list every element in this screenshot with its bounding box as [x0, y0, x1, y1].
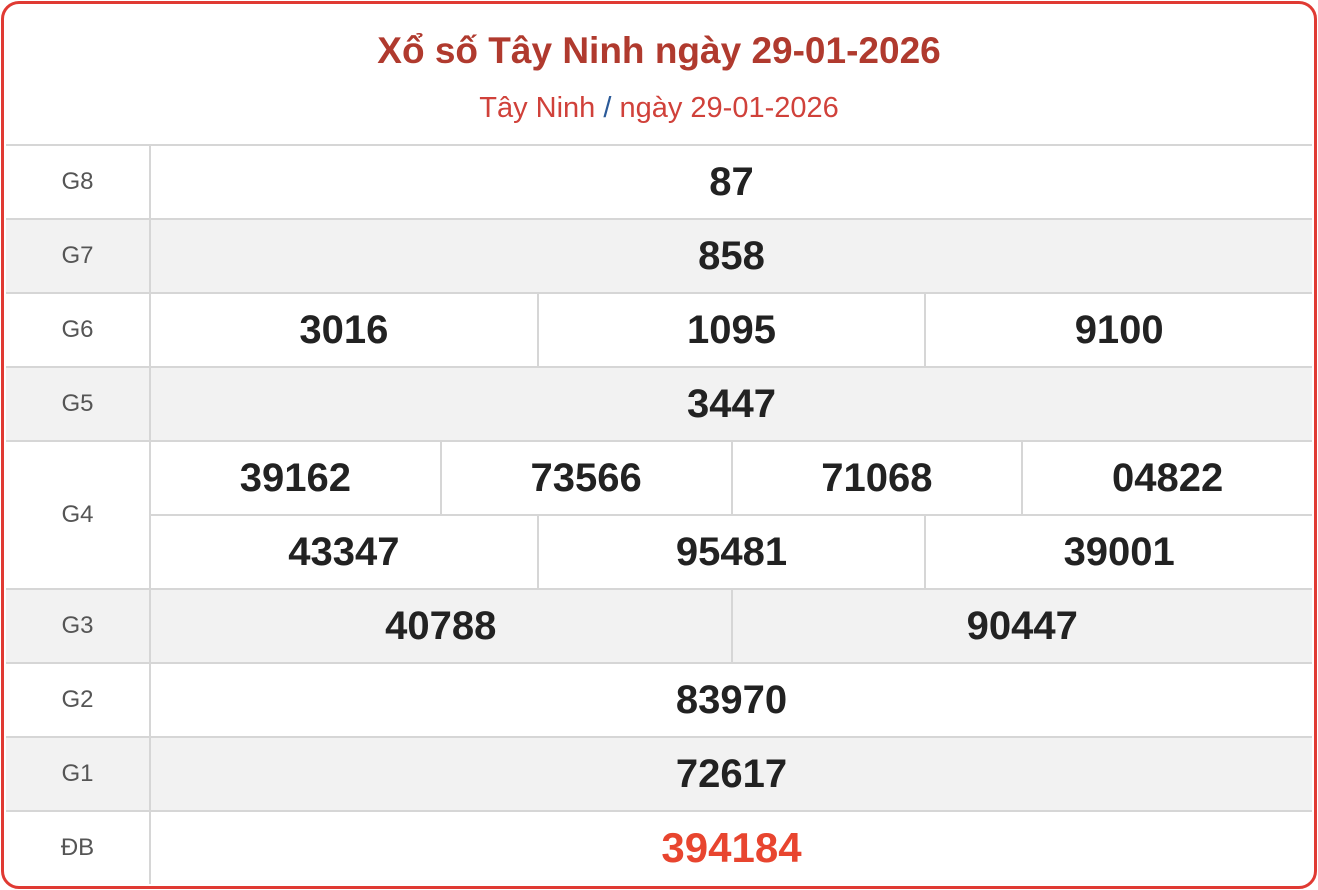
- prize-line: 858: [151, 220, 1312, 292]
- prize-label: G4: [6, 442, 151, 588]
- prize-number: 39001: [924, 516, 1312, 588]
- prize-number: 858: [698, 233, 765, 278]
- prize-label: G3: [6, 590, 151, 662]
- prize-row-g4: G4 39162 73566 71068 04822 43347 95481 39001: [6, 442, 1312, 590]
- prize-label: G1: [6, 738, 151, 810]
- prize-line: 39162 73566 71068 04822: [151, 442, 1312, 514]
- prize-number: 3447: [687, 381, 776, 426]
- prize-number: 87: [709, 159, 754, 204]
- prize-numbers: 40788 90447: [151, 590, 1312, 662]
- prize-label: G7: [6, 220, 151, 292]
- prize-line: 394184: [151, 812, 1312, 884]
- prize-label: G5: [6, 368, 151, 440]
- prize-row-g7: G7 858: [6, 220, 1312, 294]
- breadcrumb-date: ngày 29-01-2026: [619, 92, 839, 124]
- prize-number: 39162: [239, 455, 351, 500]
- special-prize-number: 394184: [661, 824, 802, 871]
- breadcrumb-province[interactable]: Tây Ninh: [479, 92, 596, 124]
- prize-number: 9100: [924, 294, 1312, 366]
- prize-label: G2: [6, 664, 151, 736]
- prize-row-g2: G2 83970: [6, 664, 1312, 738]
- prize-label: ĐB: [6, 812, 151, 884]
- prize-number: 90447: [730, 590, 1313, 662]
- page-title: Xổ số Tây Ninh ngày 29-01-2026: [377, 30, 941, 71]
- prize-row-g8: G8 87: [6, 146, 1312, 220]
- prize-row-g3: G3 40788 90447: [6, 590, 1312, 664]
- prize-number: 1095: [536, 294, 925, 366]
- breadcrumb: Tây Ninh / ngày 29-01-2026: [4, 92, 1314, 125]
- prize-numbers: 39162 73566 71068 04822 43347 95481 39001: [151, 442, 1312, 588]
- prize-number: 73566: [439, 442, 731, 514]
- prize-numbers: 394184: [151, 812, 1312, 884]
- breadcrumb-separator: /: [603, 92, 612, 124]
- prize-number: 83970: [675, 677, 788, 722]
- prize-number: 72617: [675, 751, 788, 796]
- prize-line: 83970: [151, 664, 1312, 736]
- prize-number: 43347: [288, 529, 400, 574]
- prize-number: 04822: [1021, 442, 1312, 514]
- prize-row-g5: G5 3447: [6, 368, 1312, 442]
- prize-label: G6: [6, 294, 151, 366]
- prize-line: 3016 1095 9100: [151, 294, 1312, 366]
- prize-row-g1: G1 72617: [6, 738, 1312, 812]
- prize-number: 71068: [730, 442, 1022, 514]
- prize-line: 87: [151, 146, 1312, 218]
- prize-line: 72617: [151, 738, 1312, 810]
- prize-numbers: 72617: [151, 738, 1312, 810]
- prize-numbers: 3447: [151, 368, 1312, 440]
- prize-line: 3447: [151, 368, 1312, 440]
- prize-row-g6: G6 3016 1095 9100: [6, 294, 1312, 368]
- prize-row-đb: ĐB 394184: [6, 812, 1312, 884]
- prize-numbers: 3016 1095 9100: [151, 294, 1312, 366]
- prize-numbers: 858: [151, 220, 1312, 292]
- prize-number: 3016: [299, 307, 389, 352]
- prize-line: 43347 95481 39001: [151, 514, 1312, 588]
- prize-number: 40788: [385, 603, 497, 648]
- prize-line: 40788 90447: [151, 590, 1312, 662]
- prize-numbers: 87: [151, 146, 1312, 218]
- prize-label: G8: [6, 146, 151, 218]
- prize-numbers: 83970: [151, 664, 1312, 736]
- prize-number: 95481: [536, 516, 925, 588]
- results-table: G8 87 G7 858 G6 3016 1095 9100 G5 3447 G4 39162 7356…: [6, 144, 1312, 884]
